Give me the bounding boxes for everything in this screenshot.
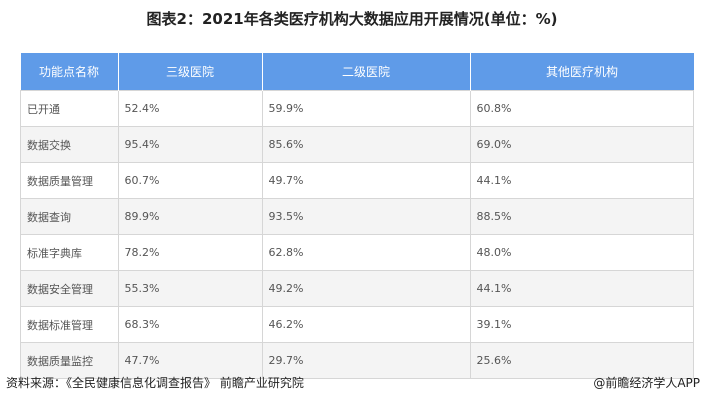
- value-cell: 46.2%: [261, 306, 471, 343]
- row-label-cell: 数据标准管理: [20, 306, 119, 343]
- row-label-cell: 数据交换: [20, 126, 119, 163]
- row-label-cell: 数据查询: [20, 198, 119, 235]
- value-cell: 52.4%: [117, 90, 263, 127]
- table-row: 数据标准管理 68.3% 46.2% 39.1%: [20, 306, 694, 343]
- value-cell: 39.1%: [469, 306, 694, 343]
- row-label-cell: 数据质量监控: [20, 342, 119, 379]
- value-cell: 89.9%: [117, 198, 263, 235]
- value-cell: 44.1%: [469, 162, 694, 199]
- row-label-cell: 标准字典库: [20, 234, 119, 271]
- value-cell: 69.0%: [469, 126, 694, 163]
- value-cell: 68.3%: [117, 306, 263, 343]
- value-cell: 95.4%: [117, 126, 263, 163]
- value-cell: 60.7%: [117, 162, 263, 199]
- table-body: 已开通 52.4% 59.9% 60.8% 数据交换 95.4% 85.6% 69.0% 数据质…: [20, 90, 694, 379]
- table-row: 数据交换 95.4% 85.6% 69.0%: [20, 126, 694, 163]
- value-cell: 62.8%: [261, 234, 471, 271]
- value-cell: 78.2%: [117, 234, 263, 271]
- table-header-row: 功能点名称 三级医院 二级医院 其他医疗机构: [20, 53, 694, 91]
- row-label-cell: 已开通: [20, 90, 119, 127]
- table-row: 已开通 52.4% 59.9% 60.8%: [20, 90, 694, 127]
- table-row: 数据安全管理 55.3% 49.2% 44.1%: [20, 270, 694, 307]
- column-header: 功能点名称: [20, 53, 119, 91]
- value-cell: 44.1%: [469, 270, 694, 307]
- value-cell: 48.0%: [469, 234, 694, 271]
- row-label-cell: 数据质量管理: [20, 162, 119, 199]
- data-table: 功能点名称 三级医院 二级医院 其他医疗机构 已开通 52.4% 59.9% 60.8% 数据…: [20, 53, 694, 379]
- value-cell: 93.5%: [261, 198, 471, 235]
- table-row: 标准字典库 78.2% 62.8% 48.0%: [20, 234, 694, 271]
- value-cell: 55.3%: [117, 270, 263, 307]
- value-cell: 85.6%: [261, 126, 471, 163]
- credit-note: @前瞻经济学人APP: [593, 376, 700, 390]
- column-header: 三级医院: [118, 53, 263, 91]
- value-cell: 59.9%: [261, 90, 471, 127]
- column-header: 二级医院: [262, 53, 471, 91]
- value-cell: 49.2%: [261, 270, 471, 307]
- value-cell: 49.7%: [261, 162, 471, 199]
- value-cell: 29.7%: [261, 342, 471, 379]
- value-cell: 88.5%: [469, 198, 694, 235]
- value-cell: 25.6%: [469, 342, 694, 379]
- table-row: 数据质量管理 60.7% 49.7% 44.1%: [20, 162, 694, 199]
- source-note: 资料来源：《全民健康信息化调查报告》 前瞻产业研究院: [6, 376, 304, 390]
- table-row: 数据查询 89.9% 93.5% 88.5%: [20, 198, 694, 235]
- value-cell: 60.8%: [469, 90, 694, 127]
- row-label-cell: 数据安全管理: [20, 270, 119, 307]
- column-header: 其他医疗机构: [470, 53, 694, 91]
- chart-title: 图表2：2021年各类医疗机构大数据应用开展情况(单位：%): [146, 10, 558, 28]
- table-row: 数据质量监控 47.7% 29.7% 25.6%: [20, 342, 694, 379]
